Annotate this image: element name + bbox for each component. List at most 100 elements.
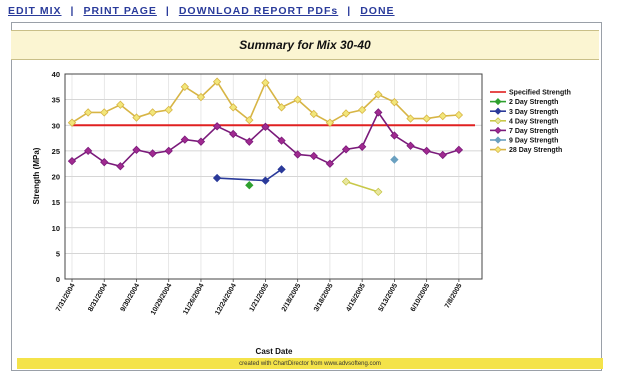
data-point-day28 <box>293 95 302 104</box>
data-point-day7 <box>422 146 431 156</box>
y-tick-label: 25 <box>52 147 60 156</box>
done-link[interactable]: DONE <box>360 5 395 17</box>
report-frame <box>11 22 602 371</box>
download-report-link[interactable]: DOWNLOAD REPORT PDFs <box>178 5 339 17</box>
data-point-day7 <box>229 129 238 139</box>
x-tick-label: 6/10/2005 <box>410 282 432 313</box>
legend-marker <box>494 98 502 106</box>
data-point-day9 <box>390 155 399 164</box>
legend-marker <box>494 107 502 115</box>
data-point-day7 <box>277 136 286 145</box>
chart-grid <box>65 73 482 280</box>
data-point-day7 <box>325 159 335 168</box>
series-line-day3 <box>217 168 283 182</box>
data-point-day28 <box>261 78 270 87</box>
x-tick-label: 4/15/2005 <box>345 282 367 313</box>
x-axis-label: Cast Date <box>256 347 293 356</box>
y-tick-label: 20 <box>52 173 60 182</box>
data-point-day28 <box>438 111 447 121</box>
data-point-day7 <box>406 141 415 150</box>
data-point-day7 <box>357 142 367 151</box>
data-point-day3 <box>277 165 286 174</box>
legend-label: 9 Day Strength <box>509 138 558 145</box>
data-point-day7 <box>180 135 190 144</box>
data-point-day28 <box>406 114 415 123</box>
data-point-day7 <box>438 150 447 160</box>
legend-label: 7 Day Strength <box>509 128 558 135</box>
edit-mix-link[interactable]: EDIT MIX <box>8 5 62 17</box>
credit-bar: created with ChartDirector from www.advs… <box>17 358 603 369</box>
data-point-day4 <box>374 187 383 197</box>
data-point-day7 <box>309 151 318 161</box>
x-tick-label: 10/29/2004 <box>150 282 174 316</box>
data-point-day3 <box>261 176 270 185</box>
data-point-day7 <box>212 122 222 131</box>
data-point-day7 <box>148 149 157 158</box>
data-point-day7 <box>261 122 270 131</box>
credit-text: created with ChartDirector from www.advs… <box>239 360 381 367</box>
x-tick-label: 8/31/2004 <box>87 282 109 313</box>
data-point-day4 <box>341 177 351 186</box>
data-point-day7 <box>196 137 206 146</box>
data-point-day7 <box>132 145 141 155</box>
data-point-day28 <box>374 90 383 99</box>
data-point-day28 <box>67 118 77 127</box>
legend-label: Specified Strength <box>509 90 571 97</box>
x-tick-label: 11/26/2004 <box>182 282 205 316</box>
data-point-day28 <box>180 82 190 91</box>
data-point-day28 <box>229 103 238 112</box>
toolbar-separator: | <box>70 5 75 17</box>
print-page-link[interactable]: PRINT PAGE <box>83 5 157 17</box>
y-axis-label: Strength (MPa) <box>32 147 41 204</box>
y-tick-label: 5 <box>56 249 60 258</box>
action-toolbar: EDIT MIX | PRINT PAGE | DOWNLOAD REPORT PDFs… <box>8 2 608 20</box>
data-point-day7 <box>116 162 125 171</box>
data-point-day7 <box>164 146 173 156</box>
x-tick-label: 7/31/2004 <box>55 282 77 313</box>
y-tick-label: 0 <box>56 275 60 284</box>
x-tick-label: 3/18/2005 <box>313 282 335 313</box>
data-point-day28 <box>454 110 464 120</box>
data-point-day7 <box>100 157 109 167</box>
data-point-day28 <box>132 113 141 122</box>
data-point-day28 <box>357 105 367 115</box>
plot-area-border <box>64 73 483 280</box>
series-line-day4 <box>345 180 379 193</box>
y-tick-label: 40 <box>52 70 60 79</box>
legend-marker <box>494 146 502 154</box>
data-point-day7 <box>83 146 93 156</box>
x-tick-label: 5/13/2005 <box>377 282 399 313</box>
data-point-day28 <box>164 105 173 115</box>
data-point-day28 <box>325 118 335 127</box>
legend-label: 2 Day Strength <box>509 99 558 106</box>
data-point-day28 <box>148 108 157 117</box>
y-tick-label: 10 <box>52 224 60 233</box>
y-tick-label: 15 <box>52 198 60 207</box>
legend-marker <box>494 136 502 144</box>
legend-label: 28 Day Strength <box>509 147 562 154</box>
data-point-day28 <box>100 108 109 117</box>
chart-series <box>67 77 475 197</box>
legend-label: 3 Day Strength <box>509 109 558 116</box>
chart-legend: Specified Strength 2 Day Strength 3 Day St… <box>490 90 571 154</box>
data-point-day28 <box>341 109 351 118</box>
x-tick-label: 7/8/2005 <box>444 282 464 309</box>
data-point-day7 <box>390 131 399 140</box>
data-point-day28 <box>309 109 318 119</box>
data-point-day28 <box>245 115 254 125</box>
x-tick-label: 12/24/2004 <box>214 282 238 316</box>
data-point-day28 <box>83 108 93 117</box>
data-point-day3 <box>212 173 222 183</box>
data-point-day7 <box>245 137 254 146</box>
data-point-day28 <box>116 100 125 109</box>
data-point-day2 <box>245 181 254 190</box>
data-point-day28 <box>212 77 222 86</box>
data-point-day7 <box>454 145 464 155</box>
y-tick-label: 35 <box>52 96 60 105</box>
data-point-day28 <box>277 103 286 112</box>
legend-label: 4 Day Strength <box>509 118 558 125</box>
data-point-day7 <box>341 145 351 154</box>
data-point-day28 <box>196 92 206 102</box>
x-tick-label: 1/21/2005 <box>249 282 271 313</box>
